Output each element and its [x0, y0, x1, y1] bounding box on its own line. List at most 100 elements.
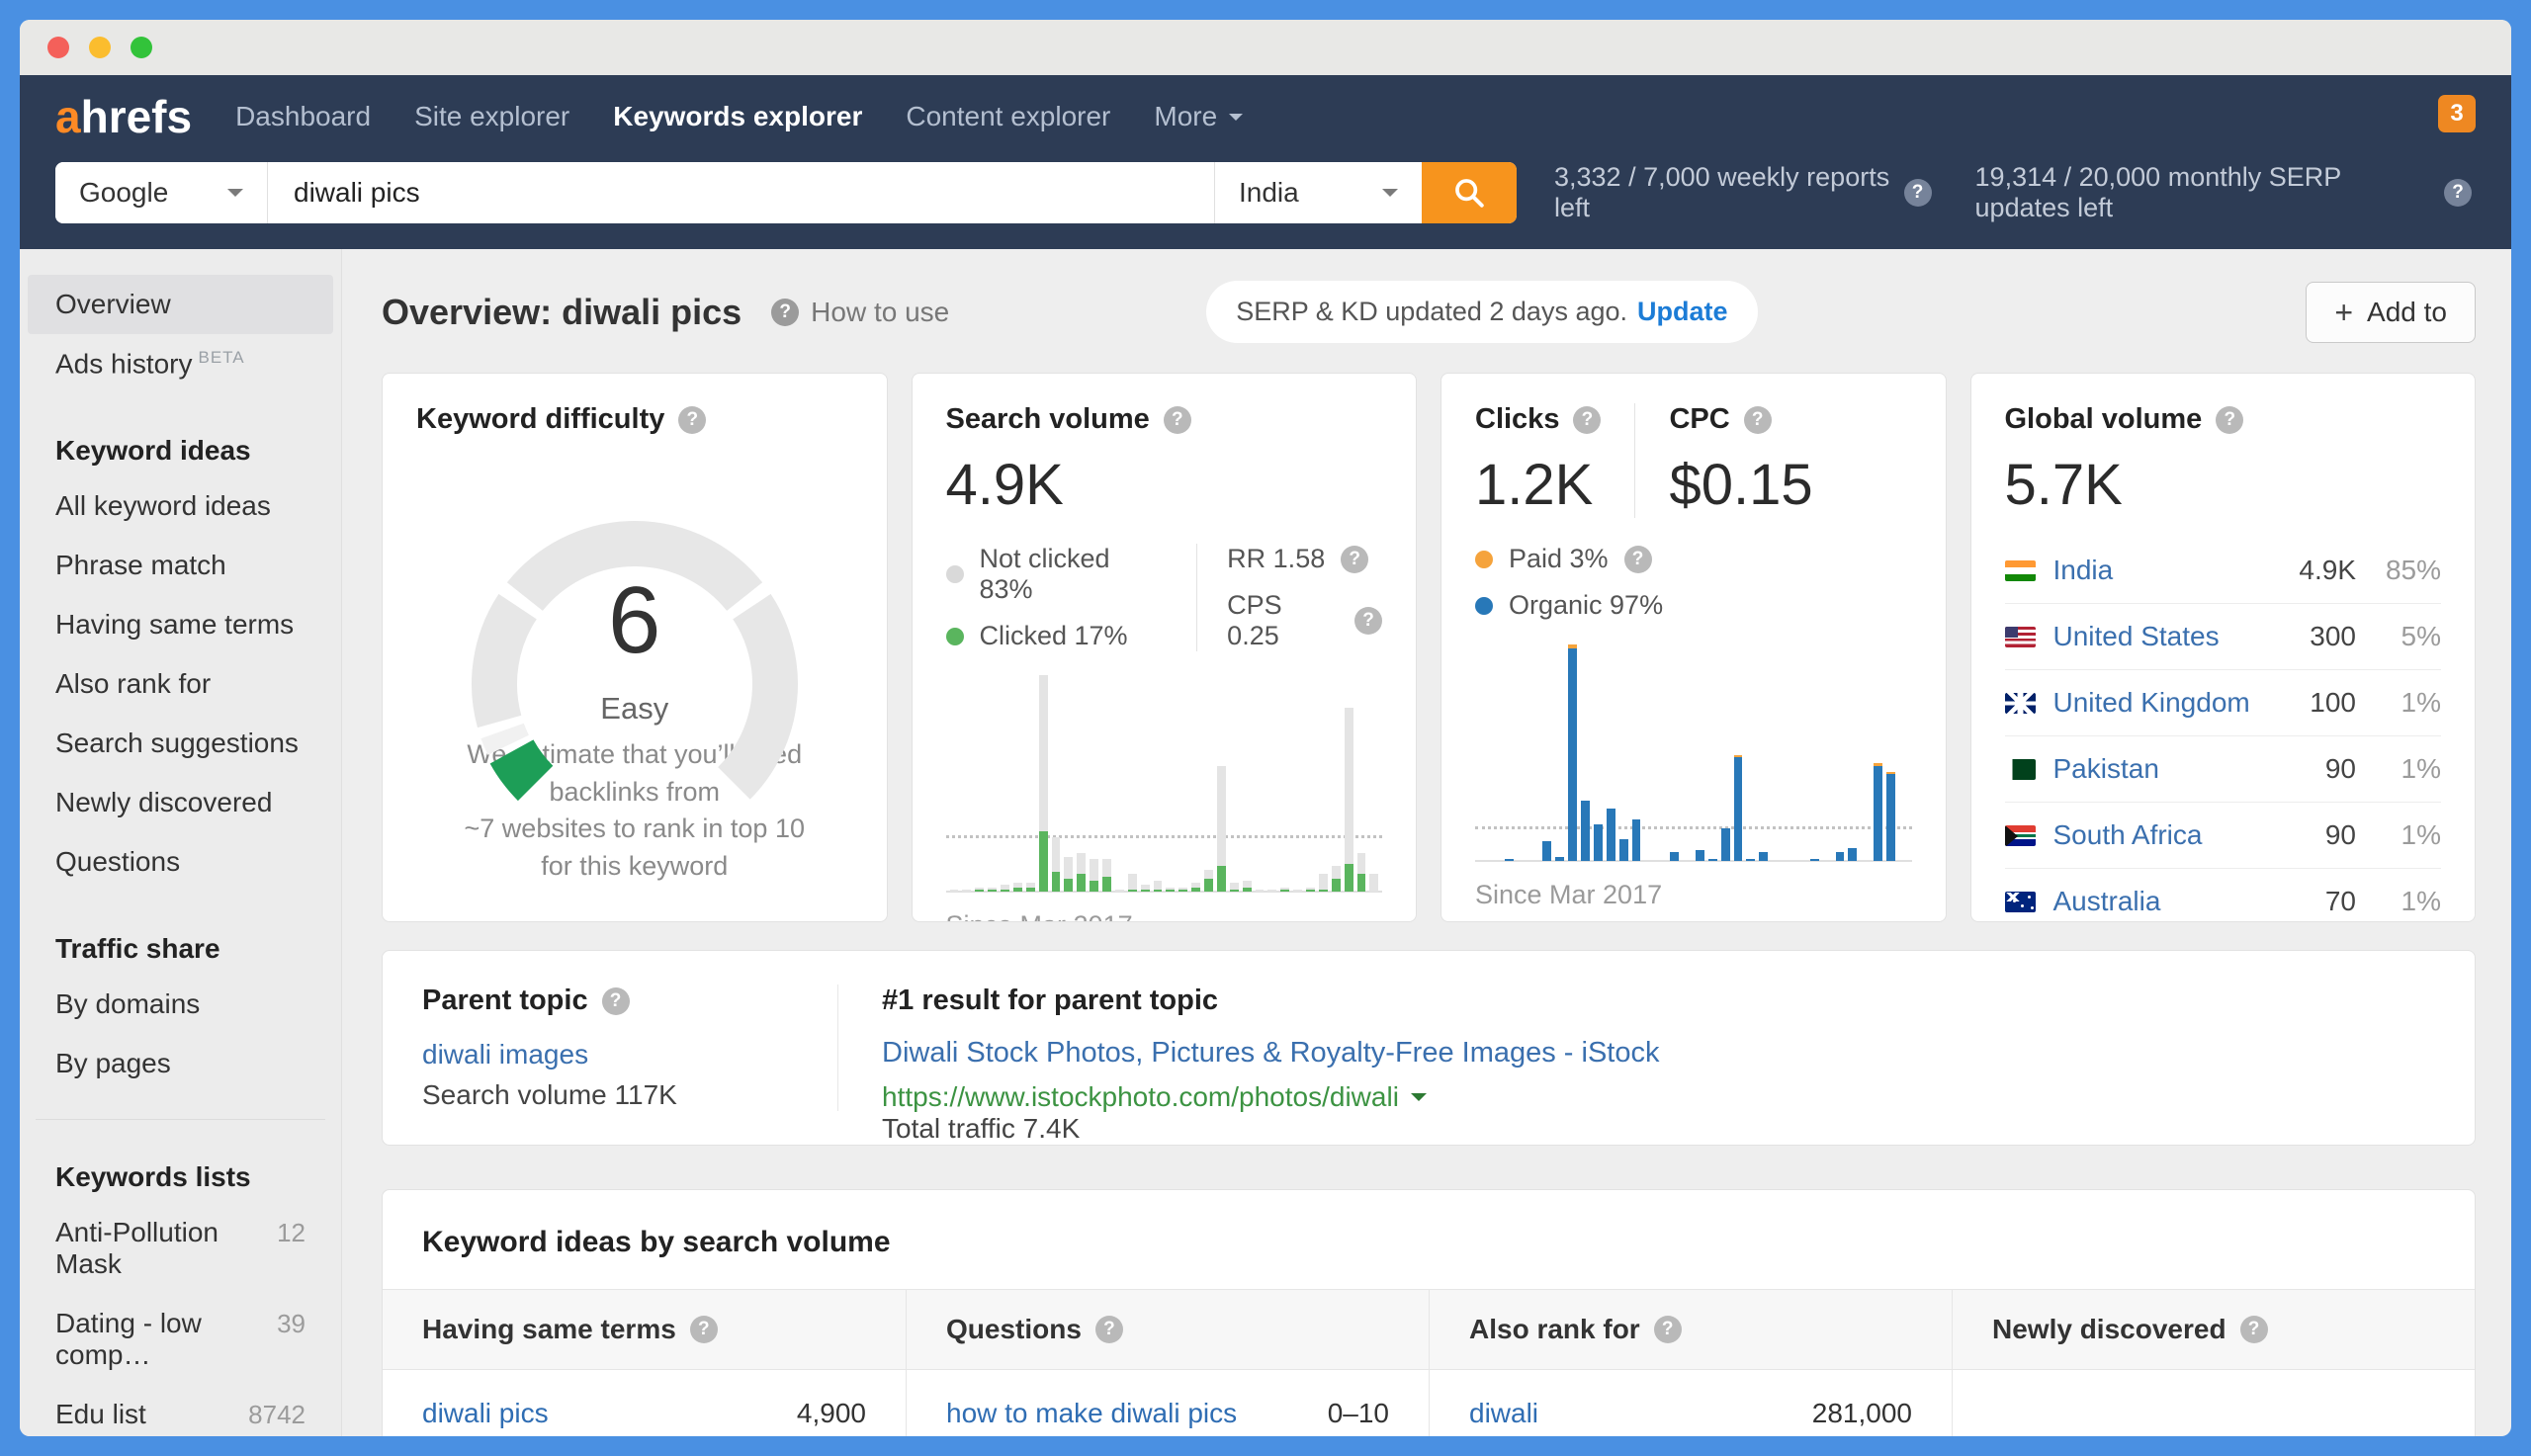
flag-australia-icon	[2004, 891, 2036, 912]
sidebar-item-label: Ads history BETA	[55, 348, 245, 380]
chart-baseline	[945, 891, 1382, 893]
country-percent: 1%	[2400, 687, 2441, 718]
update-link[interactable]: Update	[1637, 297, 1728, 326]
sidebar-item-edu-list[interactable]: Edu list 8742	[28, 1385, 333, 1436]
nav-item-more[interactable]: More	[1154, 101, 1244, 132]
bar-segment-not-clicked	[1102, 859, 1111, 877]
parent-topic-card: Parent topic diwali images Search volume…	[382, 950, 2476, 1146]
help-icon[interactable]	[689, 1316, 718, 1343]
chart-bar	[1344, 675, 1353, 892]
minimize-window-icon[interactable]	[89, 37, 111, 58]
sidebar-item-dating-low-comp[interactable]: Dating - low comp… 39	[28, 1294, 333, 1385]
notification-badge[interactable]: 3	[2438, 95, 2476, 132]
sidebar-item-also-rank-for[interactable]: Also rank for	[28, 654, 333, 714]
country-link-india[interactable]: India	[2052, 555, 2114, 585]
sidebar-item-all-keyword-ideas[interactable]: All keyword ideas	[28, 476, 333, 536]
sidebar-item-ads-history[interactable]: Ads history BETA	[28, 334, 333, 393]
help-icon[interactable]	[1163, 405, 1191, 434]
bar-segment-organic	[1874, 765, 1882, 861]
bar-segment-organic	[1670, 852, 1679, 861]
add-to-button[interactable]: + Add to	[2306, 281, 2476, 343]
country-select[interactable]: India	[1214, 162, 1422, 223]
help-icon[interactable]	[1573, 405, 1602, 434]
help-icon[interactable]	[1903, 179, 1932, 207]
chevron-down-icon	[1229, 114, 1244, 128]
help-icon[interactable]	[1094, 1316, 1123, 1343]
chart-bar	[1090, 675, 1098, 892]
sidebar-item-having-same-terms[interactable]: Having same terms	[28, 595, 333, 654]
keyword-link[interactable]: diwali	[1469, 1398, 1539, 1428]
search-engine-select[interactable]: Google	[55, 162, 268, 223]
nav-item-keywords-explorer[interactable]: Keywords explorer	[613, 101, 863, 131]
search-volume-card: Search volume 4.9K Not clicked 83%	[911, 373, 1417, 922]
sidebar-item-questions[interactable]: Questions	[28, 832, 333, 892]
help-icon[interactable]	[1653, 1316, 1682, 1343]
sidebar-item-phrase-match[interactable]: Phrase match	[28, 536, 333, 595]
nav-item-content-explorer[interactable]: Content explorer	[906, 101, 1111, 131]
country-link-united-kingdom[interactable]: United Kingdom	[2052, 687, 2250, 718]
bar-segment-clicked	[988, 889, 997, 892]
search-volume-value: 4.9K	[945, 453, 1064, 517]
nav-item-dashboard[interactable]: Dashboard	[235, 101, 372, 131]
top-result-url[interactable]: https://www.istockphoto.com/photos/diwal…	[882, 1081, 1427, 1113]
chart-bar	[1204, 675, 1213, 892]
help-icon[interactable]	[678, 405, 707, 434]
keyword-search-input[interactable]	[268, 162, 1214, 223]
bar-segment-not-clicked	[1166, 887, 1176, 890]
keyword-ideas-header-row: Having same terms Questions Also rank for N…	[383, 1289, 2475, 1370]
help-icon[interactable]	[601, 986, 630, 1015]
bar-segment-clicked	[1025, 887, 1035, 892]
total-traffic: Total traffic 7.4K	[882, 1113, 1081, 1144]
country-link-south-africa[interactable]: South Africa	[2052, 819, 2203, 850]
help-icon[interactable]	[2444, 179, 2472, 207]
chart-bar	[1720, 644, 1730, 861]
search-volume-history	[945, 675, 1382, 893]
ahrefs-logo[interactable]: ahrefs	[55, 90, 192, 143]
keyword-ideas-title: Keyword ideas by search volume	[422, 1226, 891, 1258]
search-button[interactable]	[1422, 162, 1517, 223]
sidebar-item-search-suggestions[interactable]: Search suggestions	[28, 714, 333, 773]
ideas-column-header-label: Having same terms	[422, 1314, 676, 1344]
parent-topic-keyword-link[interactable]: diwali images	[422, 1039, 589, 1070]
sidebar-item-overview[interactable]: Overview	[28, 275, 333, 334]
bar-segment-clicked	[1051, 872, 1061, 892]
help-icon	[771, 298, 800, 326]
help-icon[interactable]	[2216, 405, 2244, 434]
country-link-united-states[interactable]: United States	[2052, 621, 2220, 651]
top-result-title-link[interactable]: Diwali Stock Photos, Pictures & Royalty-…	[882, 1037, 1660, 1069]
close-window-icon[interactable]	[47, 37, 69, 58]
country-volume-list: India 4.9K 85% United States 300 5% United Kin…	[2004, 538, 2441, 921]
paid-dot-icon	[1475, 550, 1493, 568]
main-panel: Overview: diwali pics How to use SERP & …	[342, 249, 2511, 1436]
bar-segment-not-clicked	[1293, 889, 1302, 892]
keyword-link[interactable]: diwali pics	[422, 1398, 549, 1428]
bar-segment-not-clicked	[1267, 889, 1277, 892]
country-link-pakistan[interactable]: Pakistan	[2052, 753, 2159, 784]
country-volume: 100	[2310, 687, 2356, 718]
bar-segment-paid	[1886, 772, 1895, 775]
flag-india-icon	[2004, 559, 2036, 581]
help-icon[interactable]	[1623, 545, 1652, 573]
bar-segment-organic	[1631, 819, 1641, 861]
nav-item-site-explorer[interactable]: Site explorer	[414, 101, 570, 131]
bar-segment-organic	[1720, 828, 1730, 861]
sidebar-item-newly-discovered[interactable]: Newly discovered	[28, 773, 333, 832]
help-icon[interactable]	[2239, 1316, 2268, 1343]
help-icon[interactable]	[1341, 545, 1369, 573]
keyword-link[interactable]: how to make diwali pics	[946, 1398, 1238, 1428]
help-icon[interactable]	[1743, 405, 1772, 434]
sidebar-item-anti-pollution-mask[interactable]: Anti-Pollution Mask 12	[28, 1203, 333, 1294]
chart-bar	[1064, 675, 1074, 892]
sidebar-item-by-pages[interactable]: By pages	[28, 1034, 333, 1093]
help-icon[interactable]	[1354, 607, 1382, 635]
country-link-australia[interactable]: Australia	[2052, 886, 2161, 916]
sidebar-item-by-domains[interactable]: By domains	[28, 975, 333, 1034]
zoom-window-icon[interactable]	[131, 37, 152, 58]
how-to-use-link[interactable]: How to use	[771, 297, 949, 328]
top-result-url-text: https://www.istockphoto.com/photos/diwal…	[882, 1081, 1399, 1112]
chevron-down-icon	[1382, 189, 1398, 205]
keyword-search-bar: Google India	[55, 162, 1517, 223]
chart-bar	[1178, 675, 1188, 892]
threshold-dotted-line	[945, 835, 1382, 838]
